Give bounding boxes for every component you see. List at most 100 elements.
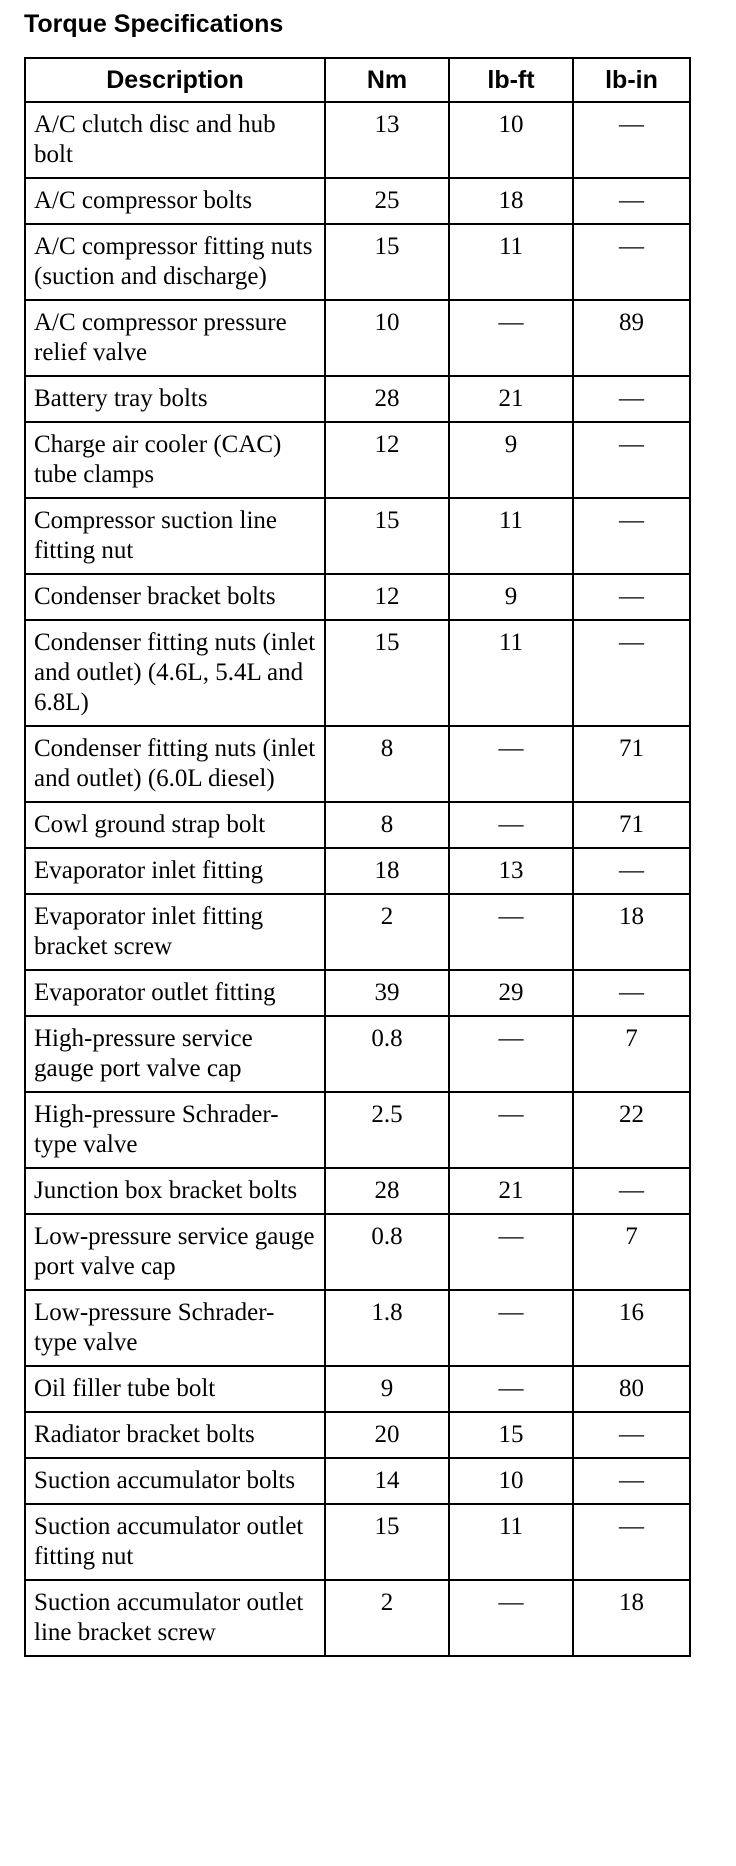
value-cell: 10 [448,1457,574,1505]
table-row: Suction accumulator bolts 14 10— [24,1457,691,1505]
table-row: Condenser bracket bolts 12 9— [24,573,691,621]
column-header: Nm [324,57,450,103]
value-cell: 10 [324,299,450,377]
table-row: Battery tray bolts 28 21— [24,375,691,423]
value-cell: 16 [572,1289,691,1367]
value-cell: 13 [324,101,450,179]
value-cell: — [448,299,574,377]
value-cell: — [572,1503,691,1581]
table-row: A/C compressor bolts 25 18— [24,177,691,225]
column-header: lb-in [572,57,691,103]
value-cell: 20 [324,1411,450,1459]
description-cell: Suction accumulator bolts [24,1457,326,1505]
value-cell: 11 [448,497,574,575]
value-cell: — [572,847,691,895]
value-cell: — [572,969,691,1017]
value-cell: 1.8 [324,1289,450,1367]
description-cell: Suction accumulator outlet line bracket … [24,1579,326,1657]
value-cell: 10 [448,101,574,179]
table-row: Radiator bracket bolts 20 15— [24,1411,691,1459]
value-cell: — [572,1167,691,1215]
value-cell: 21 [448,1167,574,1215]
description-cell: Evaporator inlet fitting bracket screw [24,893,326,971]
description-cell: High-pressure service gauge port valve c… [24,1015,326,1093]
value-cell: — [572,421,691,499]
table-row: Suction accumulator outlet line bracket … [24,1579,691,1657]
description-cell: Suction accumulator outlet fitting nut [24,1503,326,1581]
value-cell: 2.5 [324,1091,450,1169]
table-row: Oil filler tube bolt 9—80 [24,1365,691,1413]
description-cell: A/C compressor bolts [24,177,326,225]
value-cell: — [448,1091,574,1169]
value-cell: 18 [572,1579,691,1657]
table-row: Evaporator inlet fitting 18 13— [24,847,691,895]
description-cell: Condenser fitting nuts (inlet and outlet… [24,725,326,803]
value-cell: 15 [324,619,450,727]
value-cell: 15 [324,1503,450,1581]
value-cell: — [448,1365,574,1413]
value-cell: 39 [324,969,450,1017]
page-title: Torque Specifications [24,10,284,38]
table-row: Junction box bracket bolts 28 21— [24,1167,691,1215]
description-cell: A/C compressor fitting nuts (suction and… [24,223,326,301]
value-cell: — [572,573,691,621]
value-cell: 8 [324,801,450,849]
description-cell: Low-pressure Schrader-type valve [24,1289,326,1367]
table-row: Condenser fitting nuts (inlet and outlet… [24,619,691,727]
value-cell: 7 [572,1213,691,1291]
value-cell: 9 [448,573,574,621]
table-row: Condenser fitting nuts (inlet and outlet… [24,725,691,803]
value-cell: 2 [324,893,450,971]
table-row: Suction accumulator outlet fitting nut 15… [24,1503,691,1581]
description-cell: Charge air cooler (CAC) tube clamps [24,421,326,499]
value-cell: — [448,1289,574,1367]
value-cell: — [448,1015,574,1093]
description-cell: Radiator bracket bolts [24,1411,326,1459]
value-cell: 8 [324,725,450,803]
value-cell: — [572,177,691,225]
value-cell: 21 [448,375,574,423]
value-cell: 80 [572,1365,691,1413]
table-row: Cowl ground strap bolt 8—71 [24,801,691,849]
table-body: A/C clutch disc and hub bolt 13 10— A/C com… [24,101,691,1657]
table-row: Compressor suction line fitting nut 15 11— [24,497,691,575]
value-cell: — [572,1457,691,1505]
description-cell: Cowl ground strap bolt [24,801,326,849]
value-cell: 22 [572,1091,691,1169]
table-row: Evaporator outlet fitting 39 29— [24,969,691,1017]
description-cell: A/C clutch disc and hub bolt [24,101,326,179]
table-row: A/C clutch disc and hub bolt 13 10— [24,101,691,179]
table-row: Low-pressure Schrader-type valve 1.8—16 [24,1289,691,1367]
value-cell: 11 [448,619,574,727]
value-cell: — [572,375,691,423]
value-cell: 28 [324,1167,450,1215]
column-header: lb-ft [448,57,574,103]
column-header: Description [24,57,326,103]
value-cell: 15 [324,223,450,301]
value-cell: 7 [572,1015,691,1093]
description-cell: Low-pressure service gauge port valve ca… [24,1213,326,1291]
header-row: Description Nm lb-ft lb-in [24,57,691,103]
torque-table: Description Nm lb-ft lb-in A/C clutch disc … [24,57,691,1657]
description-cell: Battery tray bolts [24,375,326,423]
value-cell: 12 [324,573,450,621]
value-cell: 9 [448,421,574,499]
value-cell: 71 [572,801,691,849]
value-cell: — [572,619,691,727]
value-cell: 29 [448,969,574,1017]
description-cell: Condenser fitting nuts (inlet and outlet… [24,619,326,727]
value-cell: 11 [448,1503,574,1581]
description-cell: Oil filler tube bolt [24,1365,326,1413]
value-cell: 15 [448,1411,574,1459]
table-row: High-pressure Schrader-type valve 2.5—22 [24,1091,691,1169]
value-cell: 89 [572,299,691,377]
value-cell: 0.8 [324,1213,450,1291]
value-cell: 18 [572,893,691,971]
value-cell: — [448,1579,574,1657]
value-cell: 12 [324,421,450,499]
description-cell: Condenser bracket bolts [24,573,326,621]
description-cell: High-pressure Schrader-type valve [24,1091,326,1169]
value-cell: 14 [324,1457,450,1505]
value-cell: — [448,1213,574,1291]
